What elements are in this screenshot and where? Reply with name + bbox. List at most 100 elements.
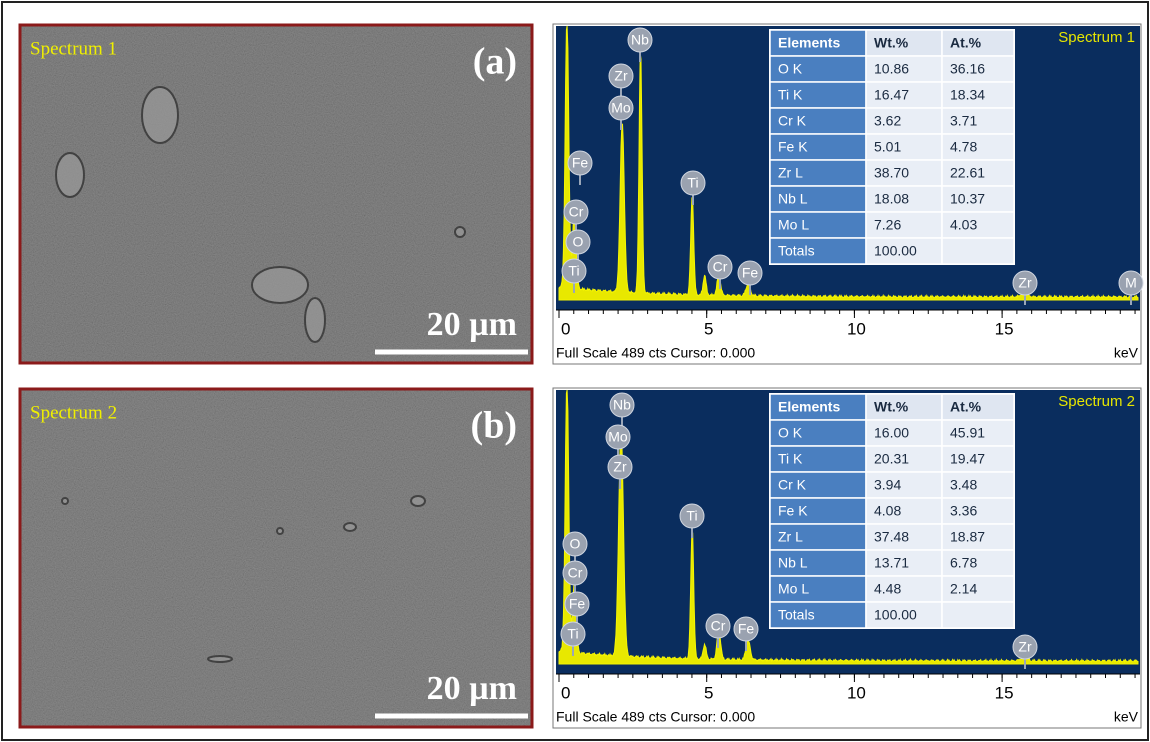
table-value: O K [778,61,803,77]
table-value: Mo L [778,581,809,597]
peak-label: Zr [613,459,627,475]
peak-label: Ti [568,263,579,279]
table-value: Mo L [778,217,809,233]
table-value: 18.87 [950,529,985,545]
table-value: O K [778,425,803,441]
peak-label: Cr [713,259,728,275]
x-tick-label: 0 [561,683,570,702]
table-value: Zr L [778,165,803,181]
peak-label: Mo [611,100,631,116]
table-value: Nb L [778,555,808,571]
spectrum-title: Spectrum 2 [1058,393,1135,410]
peak-label: O [570,536,581,552]
peak-label: Ti [686,508,697,524]
table-value: 6.78 [950,555,977,571]
peak-label: Fe [742,265,759,281]
table-value: 3.71 [950,113,977,129]
sem-feature [411,496,425,506]
table-value: Cr K [778,113,807,129]
table-value: 4.78 [950,139,977,155]
sem-feature [208,656,232,662]
table-value: 22.61 [950,165,985,181]
table-value: 16.00 [874,425,909,441]
table-value: 16.47 [874,87,909,103]
x-tick-label: 10 [847,319,866,338]
table-value: Ti K [778,87,803,103]
spectrum-footer: Full Scale 489 cts Cursor: 0.000 [556,345,755,361]
table-value: Totals [778,243,815,259]
table-value: 2.14 [950,581,977,597]
peak-label: Fe [572,155,589,171]
table-value: 3.36 [950,503,977,519]
table-value: Cr K [778,477,807,493]
peak-label: M [1125,275,1137,291]
table-header: At.% [950,35,982,51]
panel: Spectrum 2(b)20 µm051015Full Scale 489 c… [20,388,1141,728]
table-header: Wt.% [874,399,909,415]
table-cell [942,602,1014,628]
sem-feature [344,523,356,531]
scale-bar-label: 20 µm [427,306,517,343]
peak-label: Zr [1018,275,1032,291]
spectrum-footer: Full Scale 489 cts Cursor: 0.000 [556,709,755,725]
table-value: 38.70 [874,165,909,181]
x-tick-label: 5 [704,319,713,338]
peak-label: Zr [1018,639,1032,655]
table-value: 3.62 [874,113,901,129]
table-cell [942,238,1014,264]
table-value: 7.26 [874,217,901,233]
table-value: Fe K [778,503,808,519]
peak-label: Nb [631,32,649,48]
sem-feature [142,87,178,143]
sem-feature [252,267,308,303]
panel-label: (b) [471,405,517,447]
peak-label: Ti [687,175,698,191]
x-tick-label: 10 [847,683,866,702]
table-value: 5.01 [874,139,901,155]
x-tick-label: 5 [704,683,713,702]
table-value: 36.16 [950,61,985,77]
scale-bar-label: 20 µm [427,670,517,707]
peak-label: Ti [567,626,578,642]
peak-label: O [573,234,584,250]
peak-label: Mo [608,429,628,445]
sem-feature [305,298,325,342]
table-header: Wt.% [874,35,909,51]
x-tick-label: 15 [995,319,1014,338]
table-value: 18.34 [950,87,985,103]
spectrum-label: Spectrum 2 [30,402,117,423]
table-value: Zr L [778,529,803,545]
table-value: Nb L [778,191,808,207]
sem-feature [455,227,465,237]
table-value: 37.48 [874,529,909,545]
table-value: 4.08 [874,503,901,519]
table-value: 3.94 [874,477,901,493]
sem-feature [277,528,283,534]
table-value: 100.00 [874,243,917,259]
table-value: 100.00 [874,607,917,623]
table-value: 10.86 [874,61,909,77]
panel-label: (a) [473,41,517,83]
table-value: Totals [778,607,815,623]
peak-label: Cr [711,618,726,634]
table-header: Elements [778,35,840,51]
table-value: 3.48 [950,477,977,493]
axis-unit: keV [1114,345,1139,361]
table-value: 4.48 [874,581,901,597]
table-value: 13.71 [874,555,909,571]
table-value: Ti K [778,451,803,467]
table-value: 20.31 [874,451,909,467]
peak-label: Cr [569,204,584,220]
table-value: Fe K [778,139,808,155]
peak-label: Zr [614,68,628,84]
spectrum-label: Spectrum 1 [30,38,117,59]
sem-feature [56,153,84,197]
peak-label: Fe [738,621,755,637]
table-value: 4.03 [950,217,977,233]
table-value: 45.91 [950,425,985,441]
table-value: 19.47 [950,451,985,467]
table-value: 10.37 [950,191,985,207]
spectrum-title: Spectrum 1 [1058,29,1135,46]
table-header: Elements [778,399,840,415]
